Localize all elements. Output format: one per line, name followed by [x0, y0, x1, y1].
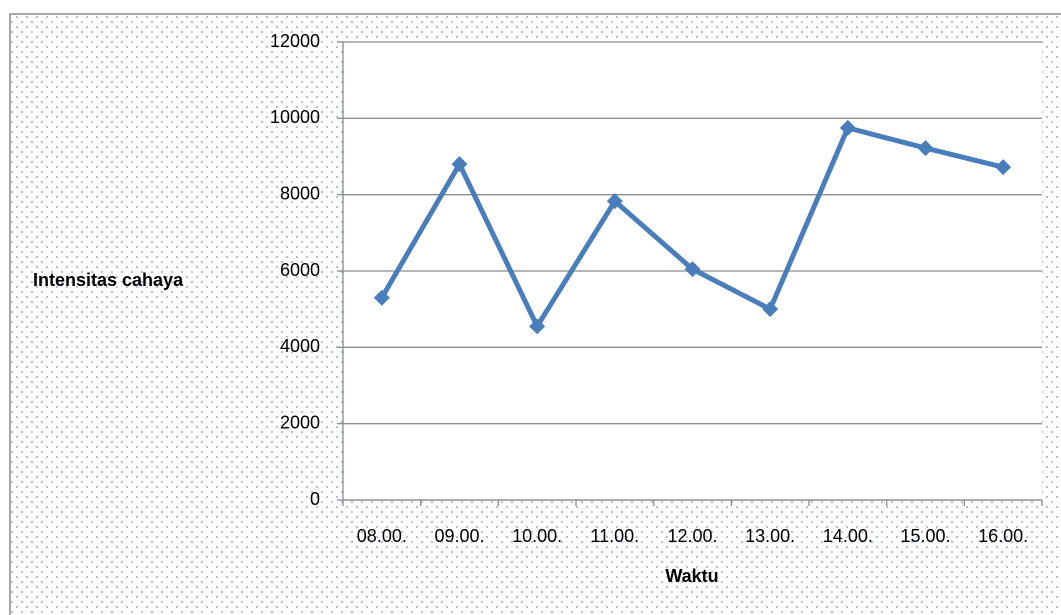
x-tick-label: 08.00. — [357, 526, 407, 546]
y-tick-label: 0 — [310, 489, 320, 509]
y-tick-label: 12000 — [270, 31, 320, 51]
x-tick-label: 14.00. — [823, 526, 873, 546]
data-point — [684, 261, 701, 278]
y-axis-label: Intensitas cahaya — [33, 270, 184, 290]
data-point — [762, 301, 779, 318]
x-tick-label: 15.00. — [900, 526, 950, 546]
data-point — [373, 289, 390, 306]
data-point — [451, 156, 468, 173]
x-axis-label: Waktu — [665, 566, 718, 586]
y-tick-label: 4000 — [280, 336, 320, 356]
x-tick-label: 12.00. — [667, 526, 717, 546]
y-tick-label: 8000 — [280, 183, 320, 203]
data-point — [606, 193, 623, 210]
y-tick-label: 10000 — [270, 107, 320, 127]
data-point — [995, 159, 1012, 176]
data-point — [917, 140, 934, 157]
x-tick-label: 11.00. — [590, 526, 639, 546]
y-tick-label: 2000 — [280, 412, 320, 432]
x-tick-label: 13.00. — [745, 526, 795, 546]
x-tick-label: 09.00. — [434, 526, 484, 546]
x-tick-label: 10.00. — [512, 526, 562, 546]
y-tick-label: 6000 — [280, 260, 320, 280]
data-point — [839, 119, 856, 136]
data-point — [529, 318, 546, 335]
x-tick-label: 16.00. — [978, 526, 1028, 546]
